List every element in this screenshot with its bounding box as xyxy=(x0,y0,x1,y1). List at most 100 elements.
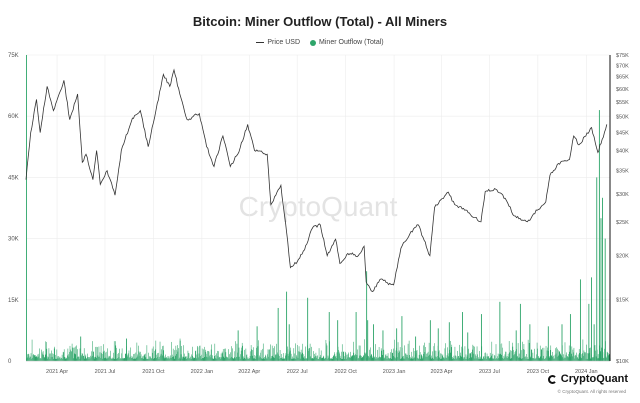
outflow-bar xyxy=(469,353,470,361)
outflow-bar xyxy=(306,358,308,361)
outflow-bar xyxy=(411,356,413,361)
outflow-bar xyxy=(58,356,59,361)
outflow-bar xyxy=(241,342,243,361)
outflow-bar xyxy=(558,355,559,361)
outflow-bar xyxy=(58,358,60,361)
outflow-bar xyxy=(475,354,476,361)
outflow-bar xyxy=(264,356,265,361)
outflow-bar xyxy=(543,355,544,361)
outflow-bar xyxy=(245,358,246,361)
outflow-bar xyxy=(97,355,99,361)
outflow-bar xyxy=(451,344,453,361)
outflow-bar xyxy=(452,357,453,361)
outflow-bar xyxy=(541,349,543,361)
outflow-bar xyxy=(374,356,376,361)
outflow-bar xyxy=(49,358,51,361)
outflow-bar xyxy=(251,349,252,361)
outflow-bar xyxy=(192,346,193,361)
outflow-bar xyxy=(272,348,274,361)
outflow-bar xyxy=(296,355,297,361)
outflow-bar xyxy=(94,346,96,361)
outflow-bar xyxy=(424,342,425,361)
outflow-bar xyxy=(538,356,539,361)
chart-title: Bitcoin: Miner Outflow (Total) - All Min… xyxy=(192,14,448,29)
outflow-bar xyxy=(83,355,84,361)
outflow-bar xyxy=(492,358,493,361)
right-axis-tick-label: $70K xyxy=(616,63,629,69)
outflow-bar xyxy=(149,356,150,361)
outflow-bar xyxy=(72,347,74,361)
outflow-bar xyxy=(384,358,385,361)
outflow-bar xyxy=(428,342,430,361)
outflow-spike-bar xyxy=(529,324,531,361)
outflow-bar xyxy=(111,358,113,361)
outflow-bar xyxy=(119,358,121,361)
outflow-bar xyxy=(41,349,42,361)
outflow-bar xyxy=(101,353,102,361)
outflow-bar xyxy=(486,353,488,361)
outflow-bar xyxy=(123,358,125,361)
outflow-bar xyxy=(550,345,552,361)
outflow-bar xyxy=(263,358,265,361)
outflow-bar xyxy=(267,349,269,361)
outflow-spike-bar xyxy=(256,326,258,361)
outflow-bar xyxy=(176,354,177,361)
outflow-bar xyxy=(360,357,362,361)
outflow-bar xyxy=(324,358,326,361)
outflow-bar xyxy=(162,346,163,361)
outflow-bar xyxy=(533,358,535,361)
outflow-bar xyxy=(547,347,548,361)
outflow-bar xyxy=(50,353,51,361)
outflow-spike-bar xyxy=(519,303,521,361)
outflow-bar xyxy=(87,356,89,361)
legend-item-price[interactable]: Price USD xyxy=(256,39,300,46)
outflow-bar xyxy=(477,354,478,361)
outflow-bar xyxy=(583,355,584,361)
outflow-bar xyxy=(389,358,391,361)
outflow-bar xyxy=(380,348,382,361)
right-axis-tick-label: $20K xyxy=(616,254,629,260)
outflow-bar xyxy=(159,356,160,361)
outflow-bar xyxy=(594,345,596,361)
outflow-bar xyxy=(215,355,217,361)
outflow-bar xyxy=(207,350,208,361)
outflow-bar xyxy=(212,355,213,361)
outflow-bar xyxy=(376,358,378,361)
outflow-bar xyxy=(501,343,503,361)
outflow-bar xyxy=(209,357,211,361)
outflow-bar xyxy=(476,346,478,361)
outflow-bar xyxy=(253,358,255,361)
outflow-bar xyxy=(563,358,565,361)
outflow-bar xyxy=(86,358,87,361)
outflow-bar xyxy=(414,351,416,361)
outflow-bar xyxy=(206,356,207,361)
outflow-bar xyxy=(189,358,190,361)
outflow-spike-bar xyxy=(598,110,600,361)
outflow-bar xyxy=(256,347,257,361)
outflow-bar xyxy=(69,345,71,361)
outflow-bar xyxy=(257,346,259,361)
outflow-bar xyxy=(70,349,71,361)
outflow-bar xyxy=(478,358,480,361)
outflow-bar xyxy=(202,357,203,361)
outflow-bar xyxy=(593,357,594,361)
outflow-spike-bar xyxy=(467,332,469,361)
outflow-bar xyxy=(196,354,198,361)
outflow-bar xyxy=(210,349,212,361)
outflow-bar xyxy=(242,345,243,361)
outflow-bar xyxy=(32,355,34,361)
outflow-bar xyxy=(98,346,100,361)
outflow-bar xyxy=(498,358,499,361)
outflow-bar xyxy=(79,348,81,361)
outflow-bar xyxy=(54,354,56,361)
outflow-bar xyxy=(246,354,248,361)
outflow-bar xyxy=(300,349,302,361)
outflow-bar xyxy=(177,345,178,361)
outflow-bar xyxy=(601,347,603,361)
outflow-bar xyxy=(595,350,596,361)
outflow-bar xyxy=(152,346,154,361)
legend-item-outflow[interactable]: Miner Outflow (Total) xyxy=(310,39,384,46)
outflow-bar xyxy=(352,355,354,361)
outflow-bar xyxy=(219,356,220,361)
outflow-bar xyxy=(293,348,295,361)
